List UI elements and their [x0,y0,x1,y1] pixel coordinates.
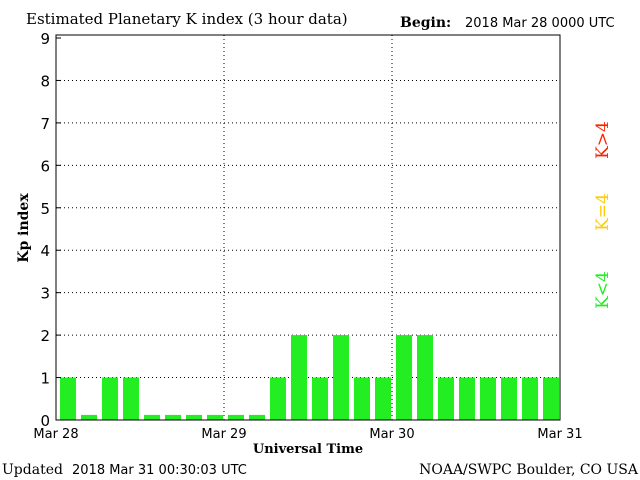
bar [249,414,265,420]
begin-value: 2018 Mar 28 0000 UTC [465,16,615,31]
x-tick-label: Mar 28 [33,427,78,442]
x-axis-label: Universal Time [253,442,363,457]
x-tick-label: Mar 30 [369,427,414,442]
y-tick-label: 6 [40,157,50,175]
bar [270,377,286,420]
bar [207,414,223,420]
x-tick-label: Mar 31 [537,427,582,442]
bar [396,335,412,420]
bar [333,335,349,420]
bar [459,377,475,420]
plot-frame [55,34,561,421]
begin-label: Begin: [400,15,451,31]
y-axis-label: Kp index [16,193,32,263]
y-tick-label: 0 [40,412,50,430]
bar [60,377,76,420]
bar [375,377,391,420]
y-tick-label: 8 [40,72,50,90]
bar [522,377,538,420]
bar [438,377,454,420]
bar [186,414,202,420]
legend-entry: K<4 [593,271,613,309]
bar [165,414,181,420]
y-tick-label: 2 [40,327,50,345]
updated-label: Updated [2,462,63,478]
y-tick-label: 4 [40,242,50,260]
legend-entry: K>4 [593,121,613,159]
bar [123,377,139,420]
updated-value: 2018 Mar 31 00:30:03 UTC [72,463,247,478]
y-tick-label: 5 [40,200,50,218]
bar [312,377,328,420]
bar [543,377,559,420]
bar [291,335,307,420]
bar [417,335,433,420]
y-tick-label: 7 [40,115,50,133]
credit: NOAA/SWPC Boulder, CO USA [419,462,639,478]
bar [144,414,160,420]
y-tick-label: 3 [40,285,50,303]
bar [228,414,244,420]
bar [102,377,118,420]
legend-entry: K=4 [593,193,613,231]
chart-title: Estimated Planetary K index (3 hour data… [26,10,348,28]
y-tick-label: 9 [40,30,50,48]
bar [501,377,517,420]
bar [480,377,496,420]
bar [354,377,370,420]
bar [81,414,97,420]
y-tick-label: 1 [40,370,50,388]
x-tick-label: Mar 29 [201,427,246,442]
